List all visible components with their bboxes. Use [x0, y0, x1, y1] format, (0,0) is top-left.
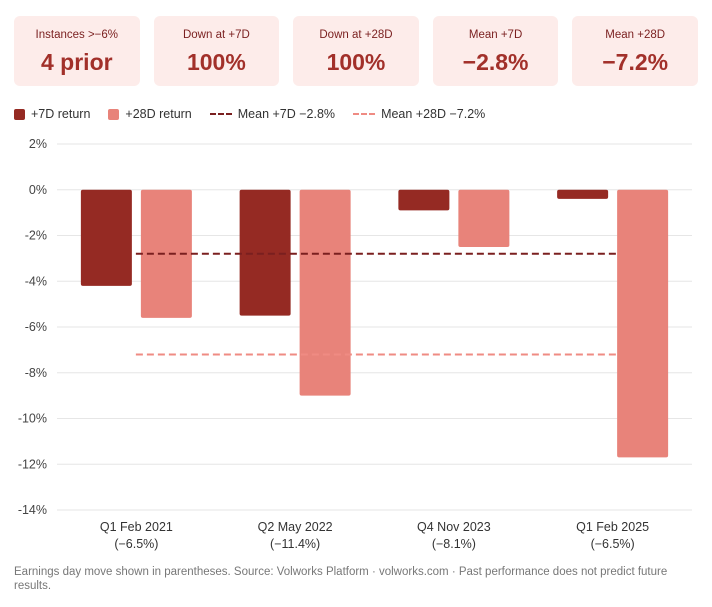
x-tick-label: Q4 Nov 2023 [417, 520, 491, 534]
x-tick-note: (−11.4%) [270, 537, 320, 551]
bar-7d [398, 189, 450, 211]
summary-stats: Instances >−6% 4 prior Down at +7D 100% … [14, 16, 698, 86]
bar-7d [557, 189, 609, 199]
y-tick-label: -10% [18, 412, 47, 426]
y-tick-label: -4% [25, 274, 47, 288]
footnote: Earnings day move shown in parentheses. … [14, 566, 668, 592]
stat-label: Down at +28D [319, 29, 393, 41]
stat-label: Mean +28D [605, 29, 666, 41]
legend-label: Mean +28D −7.2% [381, 107, 486, 121]
stat-mean-28d: Mean +28D −7.2% [572, 16, 698, 86]
y-tick-label: -2% [25, 229, 47, 243]
y-tick-label: -12% [18, 457, 47, 471]
legend-swatch-28d [108, 108, 120, 120]
bar-28d [299, 189, 351, 396]
stat-down-7d: Down at +7D 100% [153, 16, 280, 86]
legend-item-7d: +7D return [14, 107, 90, 121]
x-tick-label: Q2 May 2022 [258, 520, 333, 534]
stat-value: −2.8% [462, 49, 529, 75]
x-tick-note: (−6.5%) [591, 537, 635, 551]
legend-label: +28D return [125, 107, 192, 121]
stat-value: 4 prior [41, 49, 113, 75]
stat-value: −7.2% [602, 49, 669, 75]
stat-down-28d: Down at +28D 100% [293, 16, 419, 86]
legend-label: +7D return [31, 107, 91, 121]
stat-label: Instances >−6% [35, 29, 119, 41]
x-tick-note: (−8.1%) [432, 537, 476, 551]
bar-28d [140, 189, 192, 318]
bar-28d [617, 189, 669, 458]
y-tick-label: 0% [29, 183, 47, 197]
y-tick-label: -8% [25, 366, 47, 380]
bar-7d [80, 189, 132, 286]
stat-mean-7d: Mean +7D −2.8% [432, 16, 559, 86]
bar-chart: 2% 0% -2% -4% -6% -8% -10% -12% -14% Q1 Feb 2021 (… [18, 137, 692, 551]
stat-instances: Instances >−6% 4 prior [14, 16, 140, 86]
y-tick-label: -14% [18, 503, 47, 517]
y-tick-label: -6% [25, 320, 47, 334]
legend-item-mean-7d: Mean +7D −2.8% [209, 107, 336, 121]
legend-swatch-7d [14, 108, 25, 120]
x-tick-note: (−6.5%) [114, 537, 158, 551]
chart-legend: +7D return +28D return Mean +7D −2.8% Me… [14, 107, 503, 121]
stat-label: Down at +7D [182, 29, 250, 41]
legend-item-28d: +28D return [108, 107, 192, 121]
x-tick-label: Q1 Feb 2021 [100, 520, 173, 534]
bar-28d [458, 189, 510, 247]
legend-item-mean-28d: Mean +28D −7.2% [353, 107, 485, 121]
stat-value: 100% [326, 49, 386, 75]
legend-label: Mean +7D −2.8% [237, 107, 336, 121]
x-tick-label: Q1 Feb 2025 [576, 520, 649, 534]
stat-value: 100% [186, 49, 246, 75]
legend-dash-mean-28d [353, 113, 376, 115]
bar-7d [239, 189, 291, 316]
legend-dash-mean-7d [209, 113, 232, 115]
y-tick-label: 2% [29, 137, 47, 151]
stat-label: Mean +7D [468, 29, 523, 41]
